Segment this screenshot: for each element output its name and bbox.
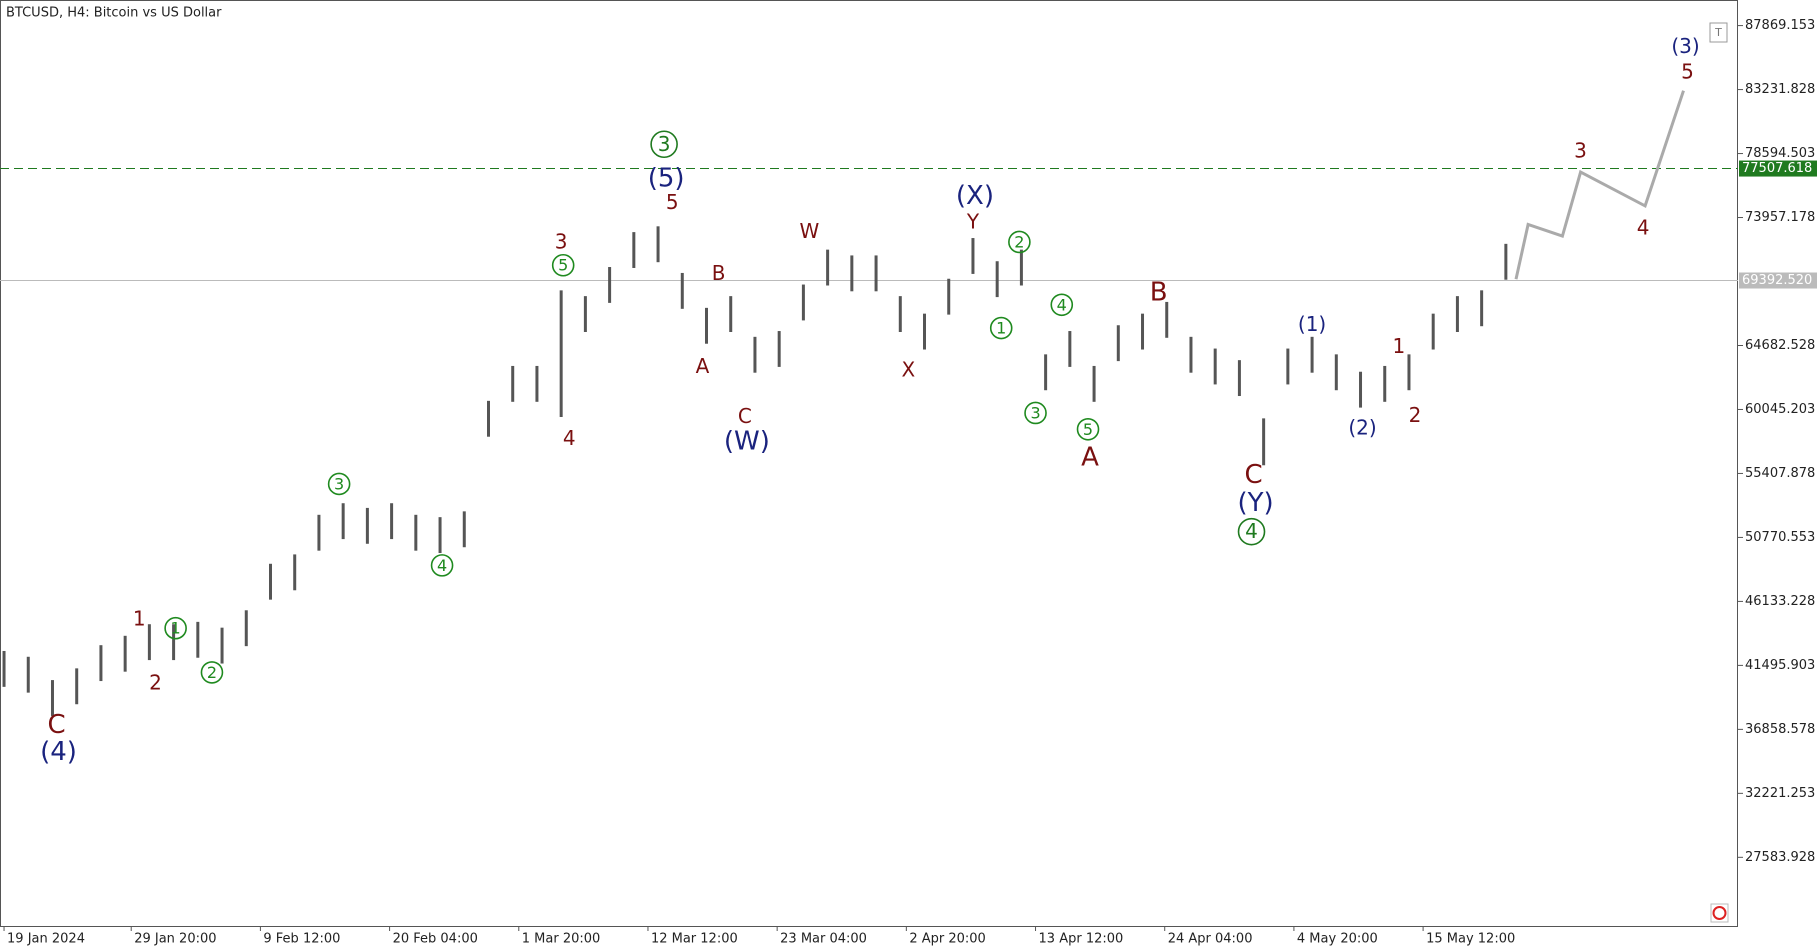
wave-label: 2 <box>1409 403 1422 427</box>
wave-label: 3 <box>1574 139 1587 163</box>
wave-label: 4 <box>1057 295 1067 314</box>
wave-label: (Y) <box>1237 488 1273 518</box>
y-tick-label: 46133.228 <box>1745 594 1815 609</box>
alert-icon[interactable] <box>1710 903 1729 923</box>
y-tick-label: 36858.578 <box>1745 722 1815 737</box>
wave-circle <box>1237 517 1266 546</box>
y-tick-label: 64682.528 <box>1745 338 1815 353</box>
price-level-label: 77507.618 <box>1742 161 1812 176</box>
wave-label: (X) <box>956 181 994 211</box>
wave-circle <box>1050 293 1074 317</box>
y-tick-label: 60045.203 <box>1745 402 1815 417</box>
y-tick-label: 50770.553 <box>1745 530 1815 545</box>
x-tick-label: 24 Apr 04:00 <box>1168 932 1253 947</box>
y-tick-label: 73957.178 <box>1745 210 1815 225</box>
wave-label: 3 <box>334 474 344 493</box>
x-tick-label: 2 Apr 20:00 <box>909 932 986 947</box>
x-tick-label: 23 Mar 04:00 <box>780 932 867 947</box>
wave-label: 5 <box>558 256 568 275</box>
price-level-tag <box>1739 272 1817 289</box>
wave-label: 2 <box>1014 232 1024 251</box>
wave-circle <box>164 616 187 640</box>
price-level-label: 69392.520 <box>1742 273 1812 288</box>
wave-label: 3 <box>1030 403 1040 422</box>
wave-circle <box>650 130 678 159</box>
wave-label: 2 <box>149 670 162 694</box>
y-tick-label: 78594.503 <box>1745 146 1815 161</box>
x-tick-label: 1 Mar 20:00 <box>522 932 601 947</box>
wave-circle <box>1008 230 1031 254</box>
wave-circle <box>430 554 454 577</box>
wave-label: 3 <box>555 229 568 253</box>
wave-circle <box>989 316 1013 340</box>
wave-label: 1 <box>133 606 146 630</box>
x-tick-label: 9 Feb 12:00 <box>263 932 340 947</box>
wave-label: 5 <box>666 190 679 214</box>
toolbar-icon-glyph: T <box>1714 26 1722 39</box>
wave-label: B <box>712 261 726 285</box>
wave-circle <box>327 472 351 496</box>
wave-label: 3 <box>658 132 671 156</box>
wave-label: A <box>1081 443 1099 473</box>
y-tick-label: 41495.903 <box>1745 658 1815 673</box>
y-tick-label: 83231.828 <box>1745 82 1815 97</box>
y-tick-label: 55407.878 <box>1745 466 1815 481</box>
x-tick-label: 29 Jan 20:00 <box>134 932 216 947</box>
plot-frame <box>0 0 1738 927</box>
wave-circle <box>200 661 224 684</box>
x-tick-label: 12 Mar 12:00 <box>651 932 738 947</box>
y-tick-label: 27583.928 <box>1745 850 1815 865</box>
x-tick-label: 15 May 12:00 <box>1426 932 1515 947</box>
wave-label: 1 <box>996 319 1006 338</box>
wave-label: (4) <box>40 737 77 767</box>
wave-label: C <box>738 404 752 428</box>
y-tick-label: 32221.253 <box>1745 786 1815 801</box>
wave-label: (W) <box>724 426 770 456</box>
wave-label: 1 <box>1393 334 1406 358</box>
wave-label: B <box>1150 277 1168 307</box>
wave-circle <box>1076 417 1100 441</box>
x-tick-label: 13 Apr 12:00 <box>1039 932 1124 947</box>
x-tick-label: 4 May 20:00 <box>1297 932 1378 947</box>
projection-line <box>1514 90 1685 280</box>
x-tick-label: 19 Jan 2024 <box>7 932 85 947</box>
price-level-tag <box>1739 160 1817 177</box>
wave-label: C <box>1244 460 1262 490</box>
x-tick-label: 20 Feb 04:00 <box>393 932 478 947</box>
wave-label: 5 <box>1681 60 1694 84</box>
wave-label: W <box>800 219 820 243</box>
wave-label: (2) <box>1348 416 1376 440</box>
wave-label: 4 <box>1637 216 1650 240</box>
wave-label: A <box>696 354 710 378</box>
wave-label: C <box>47 710 65 740</box>
wave-label: 4 <box>437 556 447 575</box>
wave-label: (3) <box>1671 34 1699 58</box>
wave-label: (5) <box>648 163 685 193</box>
y-tick-label: 87869.153 <box>1745 18 1815 33</box>
wave-label: X <box>902 357 916 381</box>
wave-label: 4 <box>563 426 576 450</box>
wave-label: 1 <box>171 619 181 638</box>
alert-icon-glyph <box>1712 906 1727 920</box>
wave-label: Y <box>966 210 980 234</box>
wave-label: 4 <box>1245 519 1258 543</box>
wave-label: (1) <box>1298 312 1326 336</box>
wave-circle <box>551 253 575 277</box>
toolbar-icon[interactable] <box>1709 22 1728 43</box>
wave-circle <box>1024 401 1047 425</box>
wave-label: 2 <box>207 663 217 682</box>
chart-title: BTCUSD, H4: Bitcoin vs US Dollar <box>6 6 222 21</box>
wave-label: 5 <box>1083 420 1093 439</box>
